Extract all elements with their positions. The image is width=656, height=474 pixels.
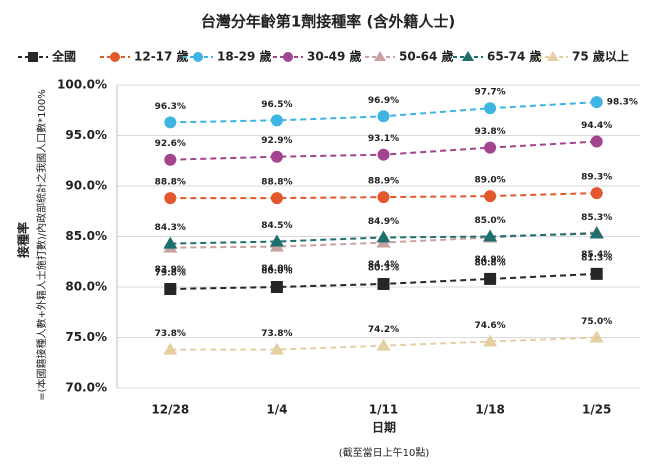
point: [484, 190, 497, 203]
value-label: 84.0%: [261, 264, 292, 274]
point: [377, 191, 390, 204]
point: [270, 192, 283, 205]
point: [270, 150, 283, 163]
legend-marker: [110, 52, 120, 62]
legend-marker: [283, 52, 293, 62]
point: [269, 234, 284, 247]
value-label: 94.4%: [581, 121, 612, 131]
value-label: 84.9%: [368, 217, 399, 227]
value-label: 73.8%: [261, 329, 292, 339]
y-tick-label: 70.0%: [65, 381, 107, 395]
point: [377, 148, 390, 161]
x-tick-label: 1/18: [475, 403, 504, 417]
point: [163, 236, 178, 249]
value-label: 97.7%: [474, 88, 505, 98]
value-label: 96.3%: [155, 102, 186, 112]
legend-label: 12-17 歲: [134, 49, 189, 64]
value-label: 84.9%: [474, 255, 505, 265]
point: [164, 153, 177, 166]
point: [483, 334, 498, 347]
value-label: 85.3%: [581, 213, 612, 223]
value-label: 98.3%: [607, 98, 638, 108]
value-label: 74.6%: [474, 321, 505, 331]
point: [590, 187, 603, 200]
y-axis-label: 接種率: [16, 222, 31, 258]
value-label: 96.9%: [368, 96, 399, 106]
legend-label: 75 歲以上: [572, 49, 629, 64]
value-label: 83.9%: [155, 265, 186, 275]
x-tick-label: 12/28: [151, 403, 189, 417]
x-axis-label: 日期: [372, 420, 396, 435]
value-label: 73.8%: [155, 329, 186, 339]
value-label: 74.2%: [368, 325, 399, 335]
chart-title: 台灣分年齡第1劑接種率 (含外籍人士): [201, 13, 455, 31]
point: [164, 283, 177, 296]
value-label: 79.8%: [155, 269, 186, 279]
value-label: 80.8%: [474, 258, 505, 268]
legend-label: 50-64 歲: [399, 49, 454, 64]
point: [270, 114, 283, 127]
value-label: 75.0%: [581, 317, 612, 327]
value-label: 85.4%: [581, 250, 612, 260]
value-label: 80.0%: [261, 267, 292, 277]
point: [163, 342, 178, 355]
value-label: 89.0%: [474, 176, 505, 186]
point: [590, 96, 603, 109]
legend-label: 30-49 歲: [307, 49, 362, 64]
legend-label: 全國: [51, 49, 76, 64]
value-label: 84.4%: [368, 260, 399, 270]
value-label: 88.8%: [155, 178, 186, 188]
legend-marker: [547, 51, 559, 61]
y-tick-label: 75.0%: [65, 330, 107, 344]
point: [484, 102, 497, 115]
point: [270, 281, 283, 293]
point: [269, 342, 284, 355]
legend-marker: [462, 51, 474, 61]
legend-marker: [193, 52, 203, 62]
point: [376, 338, 391, 351]
point: [590, 135, 603, 148]
x-tick-label: 1/11: [369, 403, 398, 417]
point: [589, 226, 604, 239]
value-label: 93.1%: [368, 134, 399, 144]
y-tick-label: 90.0%: [65, 179, 107, 193]
value-label: 93.8%: [474, 127, 505, 137]
point: [164, 116, 177, 129]
value-label: 88.9%: [368, 177, 399, 187]
point: [589, 330, 604, 343]
y-tick-label: 100.0%: [57, 78, 107, 92]
point: [484, 272, 497, 285]
point: [377, 277, 390, 290]
legend-marker: [374, 51, 386, 61]
value-label: 89.3%: [581, 173, 612, 183]
value-label: 84.5%: [261, 221, 292, 231]
value-label: 81.3%: [581, 253, 612, 263]
point: [164, 192, 177, 205]
value-label: 88.8%: [261, 178, 292, 188]
point: [484, 141, 497, 154]
y-tick-label: 80.0%: [65, 280, 107, 294]
value-label: 92.9%: [261, 136, 292, 146]
value-label: 80.3%: [368, 263, 399, 273]
x-tick-label: 1/25: [582, 403, 611, 417]
value-label: 96.5%: [261, 100, 292, 110]
y-tick-label: 85.0%: [65, 229, 107, 243]
point: [590, 267, 603, 280]
point: [376, 230, 391, 243]
legend-label: 18-29 歲: [217, 49, 272, 64]
y-axis-sublabel: =(本國籍接種人數+外籍人士施打數)/內政部統計之我國人口數*100%: [35, 89, 48, 401]
value-label: 84.3%: [155, 223, 186, 233]
y-tick-label: 95.0%: [65, 128, 107, 142]
point: [483, 229, 498, 242]
legend-marker: [28, 52, 38, 62]
x-tick-label: 1/4: [266, 403, 287, 417]
value-label: 92.6%: [155, 139, 186, 149]
legend-label: 65-74 歲: [487, 49, 542, 64]
value-label: 85.0%: [474, 216, 505, 226]
point: [377, 110, 390, 123]
note: (截至當日上午10點): [339, 446, 430, 459]
